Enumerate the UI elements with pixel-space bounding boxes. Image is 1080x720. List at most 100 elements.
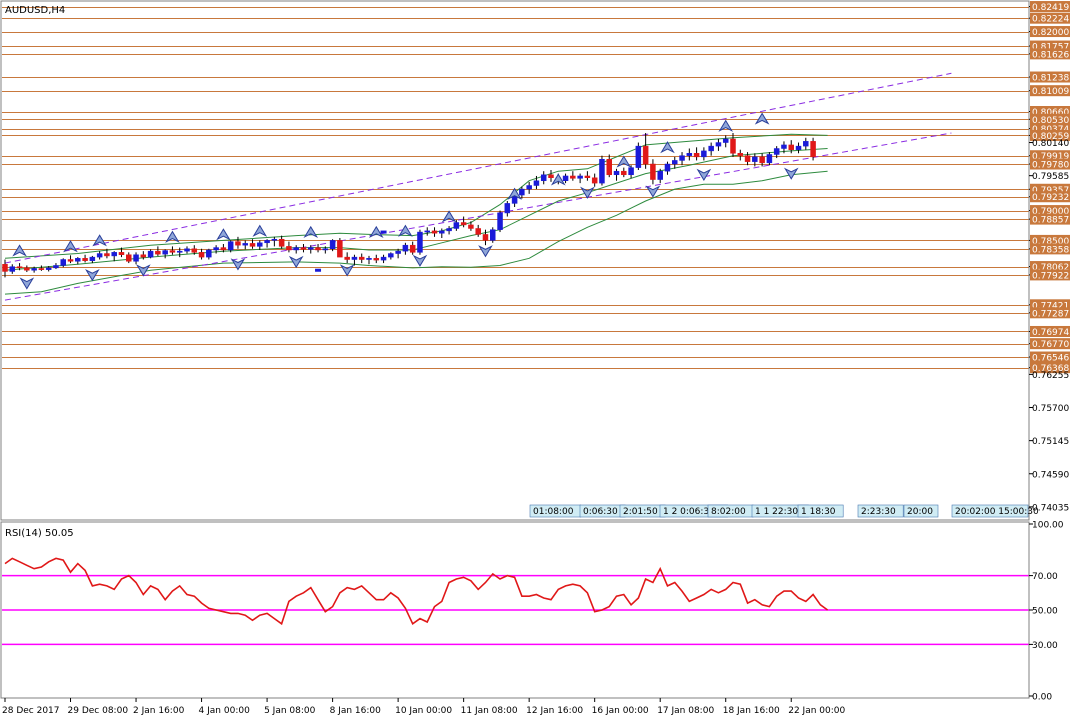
time-tag: 01:08:00 bbox=[533, 507, 574, 517]
price-label: 0.79585 bbox=[1032, 172, 1069, 182]
candle bbox=[752, 153, 758, 167]
fractal-up-marker bbox=[92, 234, 107, 247]
price-label: 0.80530 bbox=[1032, 116, 1069, 126]
candle-body bbox=[38, 268, 45, 270]
candle bbox=[657, 168, 663, 184]
candle-body bbox=[635, 145, 642, 168]
time-tag: 1 2 0:06:30 bbox=[663, 507, 715, 517]
candle bbox=[395, 248, 401, 259]
candle-body bbox=[584, 175, 591, 178]
fractal-up-marker bbox=[63, 240, 78, 253]
time-label: 16 Jan 00:00 bbox=[592, 706, 649, 716]
candle bbox=[9, 264, 16, 274]
time-tag-box bbox=[857, 504, 904, 518]
candle-body bbox=[213, 247, 219, 251]
fractal-up-marker bbox=[368, 225, 384, 239]
candle bbox=[198, 248, 205, 260]
candle bbox=[278, 235, 285, 249]
candle bbox=[60, 258, 66, 268]
candle bbox=[162, 249, 168, 259]
candle bbox=[300, 243, 307, 253]
candle-body bbox=[540, 174, 547, 181]
candle bbox=[147, 249, 154, 259]
candle-body bbox=[227, 241, 234, 251]
price-label: 0.79357 bbox=[1032, 186, 1069, 196]
price-label: 0.80660 bbox=[1032, 108, 1069, 118]
candle bbox=[504, 201, 511, 217]
candle bbox=[788, 140, 794, 154]
candle-body bbox=[235, 241, 241, 246]
candle-body bbox=[650, 163, 656, 180]
candle bbox=[140, 251, 147, 260]
candle-body bbox=[126, 254, 132, 262]
candle-body bbox=[526, 185, 532, 190]
main-plot-frame bbox=[0, 0, 1030, 521]
time-tag: 8:02:00 bbox=[711, 507, 746, 517]
candle bbox=[744, 152, 751, 166]
price-label-box bbox=[1030, 299, 1070, 311]
candle bbox=[293, 245, 299, 254]
candle bbox=[322, 246, 329, 254]
candle-body bbox=[803, 141, 809, 147]
candle-body bbox=[82, 258, 88, 261]
candle-body bbox=[293, 247, 299, 251]
candle bbox=[468, 221, 474, 231]
candle bbox=[613, 168, 620, 181]
candle-body bbox=[795, 145, 802, 150]
candle-body bbox=[286, 246, 292, 251]
candle-body bbox=[468, 224, 474, 229]
candle-body bbox=[358, 256, 365, 260]
candle bbox=[45, 266, 52, 272]
time-label: 12 Jan 16:00 bbox=[526, 706, 583, 716]
candle-body bbox=[31, 268, 37, 271]
candle bbox=[490, 227, 496, 243]
time-label: 22 Jan 00:00 bbox=[788, 706, 845, 716]
candle-body bbox=[344, 256, 350, 260]
candle bbox=[358, 253, 365, 264]
price-label-box bbox=[1030, 325, 1070, 337]
time-tag-box bbox=[951, 504, 1029, 518]
candle bbox=[104, 248, 110, 259]
candle bbox=[650, 159, 656, 185]
fractal-up-marker bbox=[718, 119, 734, 132]
candle bbox=[431, 227, 438, 237]
fractal-up-marker bbox=[303, 225, 319, 239]
candle-body bbox=[278, 238, 285, 247]
candle-body bbox=[89, 256, 96, 261]
price-label-box bbox=[1030, 213, 1070, 225]
candle-body bbox=[96, 253, 103, 258]
candle-body bbox=[570, 175, 576, 179]
candle bbox=[417, 229, 423, 255]
chart-title: AUDUSD,H4 bbox=[5, 5, 65, 16]
price-label-box bbox=[1030, 150, 1070, 162]
time-axis: 28 Dec 2017 29 Dec 08:00 2 Jan 16:00 4 Jan … bbox=[2, 698, 845, 716]
candle-body bbox=[562, 175, 569, 181]
price-label-box bbox=[1030, 106, 1070, 118]
fractal-up-marker bbox=[12, 244, 27, 257]
candle-body bbox=[642, 145, 649, 165]
candle-body bbox=[402, 244, 409, 252]
candle-body bbox=[111, 252, 117, 257]
fractal-up-marker bbox=[441, 210, 457, 223]
rsi-line bbox=[4, 557, 829, 626]
candle bbox=[584, 171, 591, 181]
bollinger-lower-line bbox=[4, 170, 828, 295]
time-label: 10 Jan 00:00 bbox=[395, 706, 452, 716]
candle-body bbox=[257, 242, 263, 247]
price-label-box bbox=[1030, 129, 1070, 141]
candle bbox=[439, 228, 445, 239]
candle bbox=[111, 251, 117, 262]
candle bbox=[366, 255, 372, 265]
candle-body bbox=[388, 253, 394, 258]
candle-body bbox=[264, 240, 270, 244]
candle-body bbox=[75, 258, 81, 262]
candle bbox=[635, 142, 642, 170]
candle bbox=[38, 265, 45, 271]
candle bbox=[482, 229, 489, 246]
candle bbox=[693, 147, 700, 161]
fractal-up-marker bbox=[616, 155, 632, 168]
rsi-levels bbox=[2, 574, 1029, 646]
candle-body bbox=[730, 138, 736, 154]
candle-body bbox=[271, 238, 278, 241]
price-label-box bbox=[1030, 71, 1070, 83]
